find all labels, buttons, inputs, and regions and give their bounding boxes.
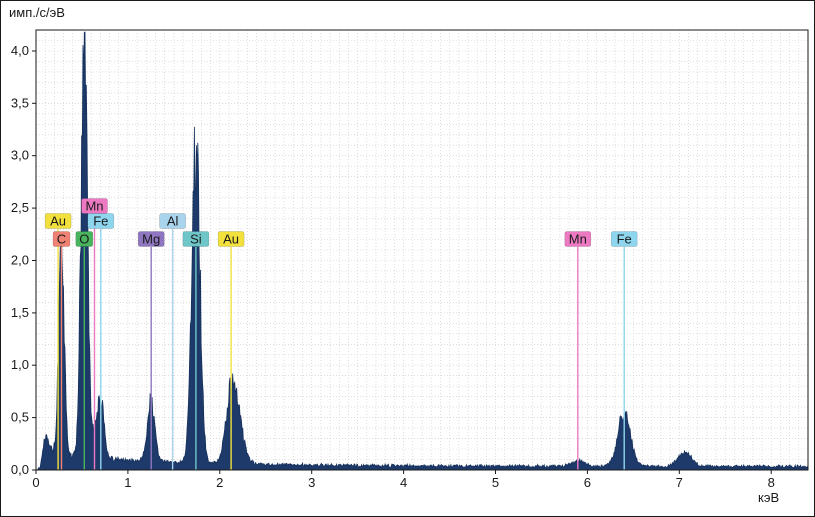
element-label-text-fe: Fe	[617, 232, 632, 247]
y-tick-label: 1,0	[11, 357, 29, 372]
element-label-text-si: Si	[190, 232, 202, 247]
element-label-chip-o	[75, 231, 94, 247]
element-label-text-au: Au	[50, 214, 66, 229]
element-label-text-fe: Fe	[93, 214, 108, 229]
spectrum-area	[35, 31, 809, 471]
x-tick-label: 3	[308, 475, 315, 490]
y-tick-label: 2,5	[11, 200, 29, 215]
y-tick-label: 3,5	[11, 95, 29, 110]
element-label-chip-fe	[87, 213, 115, 229]
element-label-chip-mn	[564, 231, 592, 247]
y-axis-title: имп./с/эВ	[9, 5, 65, 20]
element-label-chip-au	[44, 213, 72, 229]
element-label-chip-fe	[610, 231, 638, 247]
y-tick-label: 1,5	[11, 305, 29, 320]
element-label-chip-al	[159, 213, 186, 229]
y-tick-label: 4,0	[11, 43, 29, 58]
element-label-text-mg: Mg	[142, 232, 160, 247]
y-tick-label: 0,5	[11, 410, 29, 425]
y-tick-label: 3,0	[11, 148, 29, 163]
x-tick-label: 4	[400, 475, 407, 490]
y-tick-label: 0,0	[11, 462, 29, 477]
x-tick-label: 1	[124, 475, 131, 490]
element-label-chip-si	[182, 231, 210, 247]
element-label-chip-mg	[137, 231, 165, 247]
x-tick-label: 8	[768, 475, 775, 490]
element-label-chip-au	[217, 231, 245, 247]
element-label-chip-c	[52, 231, 71, 247]
element-label-text-al: Al	[167, 214, 179, 229]
plot-border	[35, 29, 809, 471]
x-tick-label: 7	[676, 475, 683, 490]
element-label-text-mn: Mn	[569, 232, 587, 247]
element-label-text-o: O	[79, 232, 89, 247]
element-label-text-c: C	[57, 232, 66, 247]
x-tick-label: 5	[492, 475, 499, 490]
element-label-text-mn: Mn	[85, 199, 103, 214]
x-tick-label: 0	[32, 475, 39, 490]
x-tick-label: 6	[584, 475, 591, 490]
x-axis-title: кэВ	[758, 490, 780, 505]
element-label-text-au: Au	[223, 232, 239, 247]
y-tick-label: 2,0	[11, 253, 29, 268]
x-tick-label: 2	[216, 475, 223, 490]
